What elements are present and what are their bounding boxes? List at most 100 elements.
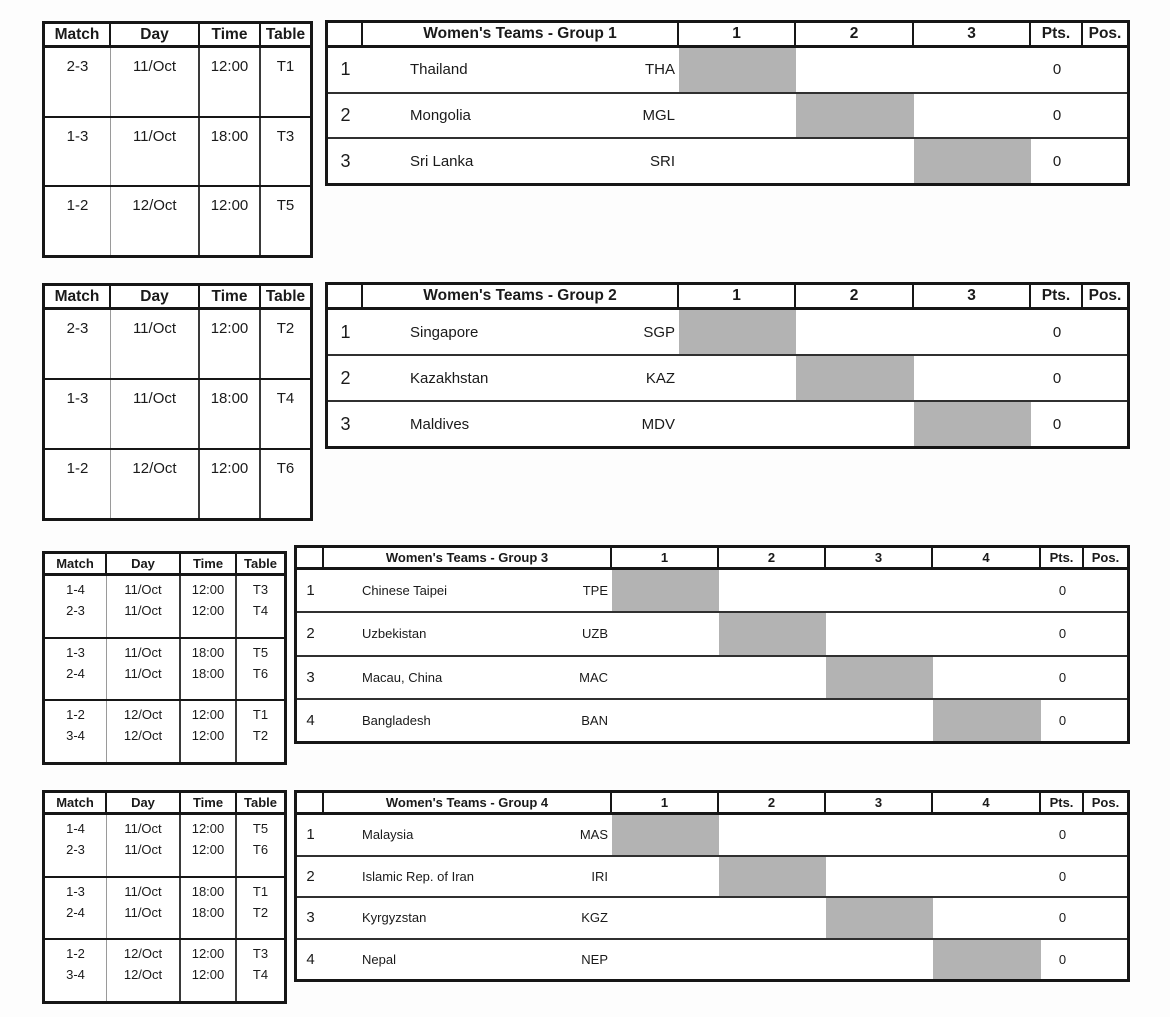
schedule-header-cell: Match bbox=[45, 554, 107, 573]
schedule-line: 3-4 bbox=[66, 728, 85, 744]
team-cell: Malaysia MAS bbox=[324, 815, 612, 855]
schedule-line: 1-2 bbox=[66, 460, 89, 477]
group-title: Women's Teams - Group 4 bbox=[324, 793, 612, 812]
team-cell: Kazakhstan KAZ bbox=[363, 356, 679, 400]
schedule-cell: 12:00 12:00 bbox=[181, 576, 237, 637]
team-name: Thailand bbox=[410, 61, 468, 79]
schedule-block: 2-3 11/Oct 12:00 T2 bbox=[45, 310, 310, 380]
diagonal-cell bbox=[612, 570, 719, 612]
schedule-cell: 11/Oct bbox=[111, 310, 200, 378]
schedule-cell: 12:00 bbox=[200, 450, 261, 518]
schedule-line: 1-2 bbox=[66, 197, 89, 215]
pts-header: Pts. bbox=[1031, 285, 1083, 307]
schedule-cell: T3 T4 bbox=[237, 940, 284, 1001]
schedule-cell: 12/Oct bbox=[111, 450, 200, 518]
team-name: Singapore bbox=[410, 323, 479, 341]
diagonal-cell bbox=[612, 815, 719, 855]
pts-value: 0 bbox=[1058, 868, 1067, 884]
match-col-header: 2 bbox=[796, 23, 914, 45]
team-number: 1 bbox=[340, 59, 351, 80]
match-result-cell bbox=[933, 570, 1041, 611]
schedule-cell: 2-3 bbox=[45, 48, 111, 116]
group-title: Women's Teams - Group 3 bbox=[324, 548, 612, 567]
match-result-cell bbox=[826, 940, 933, 980]
schedule-block: 2-3 11/Oct 12:00 T1 bbox=[45, 48, 310, 118]
results-body: 1 Malaysia MAS 0 2 Islamic Rep. of Iran IRI 0 3 K… bbox=[297, 815, 1127, 979]
team-cell: Macau, China MAC bbox=[324, 657, 612, 698]
pos-value bbox=[1084, 657, 1127, 698]
schedule-line: 1-2 bbox=[66, 707, 85, 723]
schedule-block: 1-2 3-4 12/Oct 12/Oct 12:00 12:00 T3 T4 bbox=[45, 940, 284, 1002]
schedule-header-cell: Day bbox=[107, 793, 181, 812]
schedule-line: 18:00 bbox=[210, 390, 249, 407]
diagonal-cell bbox=[679, 310, 796, 354]
schedule-line: 12:00 bbox=[191, 842, 225, 857]
team-abbr: MDV bbox=[641, 415, 675, 433]
schedule-cell: 11/Oct bbox=[111, 117, 200, 186]
pos-value bbox=[1084, 898, 1127, 938]
team-name: Islamic Rep. of Iran bbox=[362, 868, 474, 884]
schedule-cell: 1-4 2-3 bbox=[45, 815, 107, 876]
schedule-table: Match Day Time Table 2-3 11/Oct 12:00 T2 1-3 11/O… bbox=[42, 283, 313, 521]
pts-value: 0 bbox=[1052, 415, 1062, 433]
schedule-line: T5 bbox=[252, 821, 269, 836]
results-table: Women's Teams - Group 3 1 2 3 4 Pts. Pos. 1 Chin… bbox=[294, 545, 1130, 744]
team-name: Kyrgyzstan bbox=[362, 910, 427, 926]
team-abbr: MAC bbox=[579, 669, 608, 685]
team-row: 1 Chinese Taipei TPE 0 bbox=[297, 570, 1127, 614]
schedule-cell: 12:00 bbox=[200, 48, 261, 116]
match-result-cell bbox=[719, 898, 826, 938]
pos-value bbox=[1084, 700, 1127, 741]
team-row: 1 Malaysia MAS 0 bbox=[297, 815, 1127, 857]
team-abbr: IRI bbox=[591, 868, 608, 884]
team-row: 1 Singapore SGP 0 bbox=[328, 310, 1127, 356]
pos-value bbox=[1084, 815, 1127, 855]
diagonal-cell bbox=[796, 356, 914, 400]
team-number: 3 bbox=[340, 413, 351, 434]
team-abbr: MAS bbox=[579, 827, 608, 843]
pts-header: Pts. bbox=[1041, 548, 1084, 567]
schedule-line: 12:00 bbox=[191, 707, 225, 723]
team-row: 4 Nepal NEP 0 bbox=[297, 939, 1127, 980]
schedule-line: 12/Oct bbox=[123, 728, 163, 744]
schedule-header-cell: Day bbox=[111, 24, 200, 45]
pts-value: 0 bbox=[1058, 583, 1067, 599]
results-header-row: Women's Teams - Group 1 1 2 3 Pts. Pos. bbox=[328, 23, 1127, 48]
diagonal-cell bbox=[933, 699, 1041, 741]
match-col-header: 3 bbox=[826, 548, 933, 567]
schedule-line: 2-4 bbox=[66, 665, 85, 681]
team-row: 3 Kyrgyzstan KGZ 0 bbox=[297, 898, 1127, 940]
schedule-line: T3 bbox=[252, 946, 269, 962]
team-number: 3 bbox=[306, 909, 315, 927]
team-row: 2 Islamic Rep. of Iran IRI 0 bbox=[297, 856, 1127, 898]
schedule-block: 1-3 11/Oct 18:00 T3 bbox=[45, 117, 310, 188]
pts-value: 0 bbox=[1052, 323, 1062, 341]
schedule-cell: 1-2 3-4 bbox=[45, 701, 107, 763]
schedule-line: 12:00 bbox=[191, 821, 225, 836]
pts-value: 0 bbox=[1052, 152, 1062, 170]
schedule-line: T2 bbox=[252, 904, 269, 920]
schedule-line: T6 bbox=[252, 842, 269, 857]
match-result-cell bbox=[679, 139, 796, 183]
schedule-cell: 1-4 2-3 bbox=[45, 576, 107, 637]
group-title: Women's Teams - Group 2 bbox=[363, 285, 679, 307]
match-result-cell bbox=[679, 356, 796, 400]
schedule-cell: 1-3 2-4 bbox=[45, 638, 107, 700]
schedule-line: 2-3 bbox=[66, 320, 89, 337]
diagonal-cell bbox=[914, 402, 1031, 446]
schedule-header-row: Match Day Time Table bbox=[45, 793, 284, 815]
match-result-cell bbox=[719, 657, 826, 698]
schedule-line: 11/Oct bbox=[124, 644, 162, 660]
corner-cell bbox=[297, 548, 324, 567]
schedule-line: 12/Oct bbox=[132, 460, 177, 477]
schedule-line: T4 bbox=[252, 967, 269, 983]
team-name: Maldives bbox=[410, 415, 470, 433]
schedule-line: 2-4 bbox=[66, 904, 85, 920]
corner-cell bbox=[328, 23, 363, 45]
match-result-cell bbox=[796, 310, 914, 354]
match-result-cell bbox=[796, 402, 914, 446]
schedule-cell: 12:00 12:00 bbox=[181, 940, 237, 1002]
schedule-cell: T2 bbox=[261, 310, 310, 378]
group-title: Women's Teams - Group 1 bbox=[363, 23, 679, 45]
